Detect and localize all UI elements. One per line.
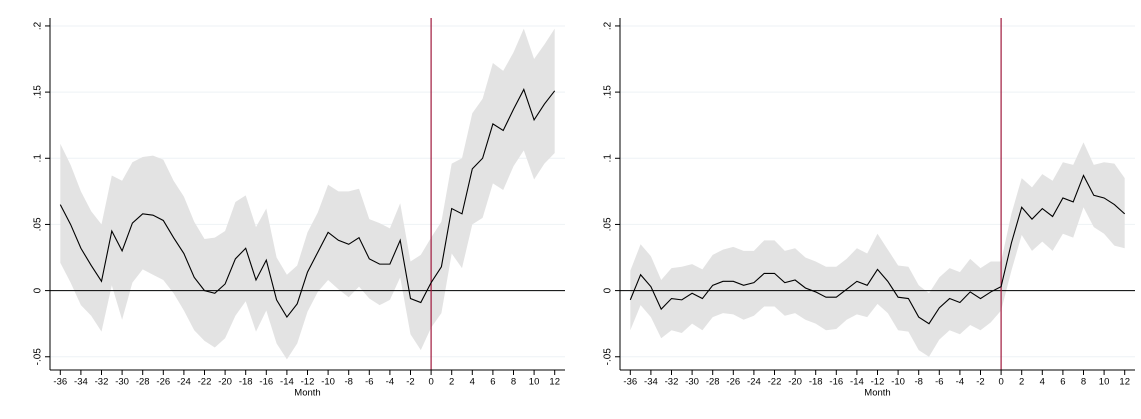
x-tick-label: -26	[726, 377, 740, 388]
x-axis-label: Month	[864, 388, 890, 399]
x-tick-label: 2	[1019, 377, 1024, 388]
x-tick-label: -2	[406, 377, 414, 388]
y-tick-label: 0	[603, 287, 614, 293]
y-tick-label: -.05	[33, 348, 44, 366]
x-tick-label: -36	[53, 377, 67, 388]
y-tick-label: 0	[33, 287, 44, 293]
y-tick-label: .2	[33, 21, 44, 30]
x-tick-label: -16	[829, 377, 843, 388]
y-tick-label: .15	[33, 85, 44, 99]
x-tick-label: -32	[95, 377, 109, 388]
x-tick-label: 4	[470, 377, 475, 388]
x-tick-label: -30	[115, 377, 129, 388]
x-tick-label: 8	[511, 377, 516, 388]
x-tick-label: -26	[156, 377, 170, 388]
x-tick-label: -8	[344, 377, 352, 388]
x-tick-label: -10	[321, 377, 335, 388]
x-tick-label: -28	[706, 377, 720, 388]
x-tick-label: -16	[259, 377, 273, 388]
x-tick-label: -34	[74, 377, 88, 388]
x-tick-label: -18	[809, 377, 823, 388]
x-tick-label: -14	[850, 377, 864, 388]
x-tick-label: -32	[665, 377, 679, 388]
x-tick-label: -34	[644, 377, 658, 388]
x-tick-label: 0	[998, 377, 1003, 388]
x-tick-label: -8	[914, 377, 922, 388]
x-tick-label: -4	[386, 377, 394, 388]
confidence-band	[60, 28, 555, 360]
x-tick-label: -20	[788, 377, 802, 388]
x-tick-label: 0	[428, 377, 433, 388]
estimate-line	[629, 174, 1126, 325]
x-tick-label: -12	[301, 377, 315, 388]
x-tick-label: 10	[1099, 377, 1110, 388]
x-tick-label: 8	[1081, 377, 1086, 388]
y-tick-label: .1	[603, 154, 614, 163]
x-tick-label: -10	[891, 377, 905, 388]
x-tick-label: -20	[218, 377, 232, 388]
confidence-band	[630, 142, 1125, 357]
x-tick-label: -24	[747, 377, 761, 388]
x-tick-label: -6	[935, 377, 943, 388]
x-tick-label: 12	[1119, 377, 1130, 388]
y-tick-label: -.05	[603, 348, 614, 366]
y-tick-label: .15	[603, 85, 614, 99]
x-tick-label: 4	[1040, 377, 1045, 388]
x-tick-label: -4	[956, 377, 964, 388]
y-tick-label: .2	[603, 21, 614, 30]
y-tick-label: .05	[603, 217, 614, 231]
x-tick-label: -2	[976, 377, 984, 388]
x-tick-label: -14	[280, 377, 294, 388]
x-tick-label: 2	[449, 377, 454, 388]
x-tick-label: -30	[685, 377, 699, 388]
y-tick-label: .05	[33, 217, 44, 231]
x-tick-label: -24	[177, 377, 191, 388]
x-tick-label: 6	[490, 377, 495, 388]
x-axis-label: Month	[294, 388, 320, 399]
x-tick-label: -18	[239, 377, 253, 388]
x-tick-label: -22	[198, 377, 212, 388]
y-tick-label: .1	[33, 154, 44, 163]
estimate-line	[59, 88, 556, 319]
x-tick-label: 12	[549, 377, 560, 388]
x-tick-label: -36	[623, 377, 637, 388]
x-tick-label: -28	[136, 377, 150, 388]
x-tick-label: 10	[529, 377, 540, 388]
x-tick-label: -12	[871, 377, 885, 388]
x-tick-label: -22	[768, 377, 782, 388]
x-tick-label: 6	[1060, 377, 1065, 388]
x-tick-label: -6	[365, 377, 373, 388]
